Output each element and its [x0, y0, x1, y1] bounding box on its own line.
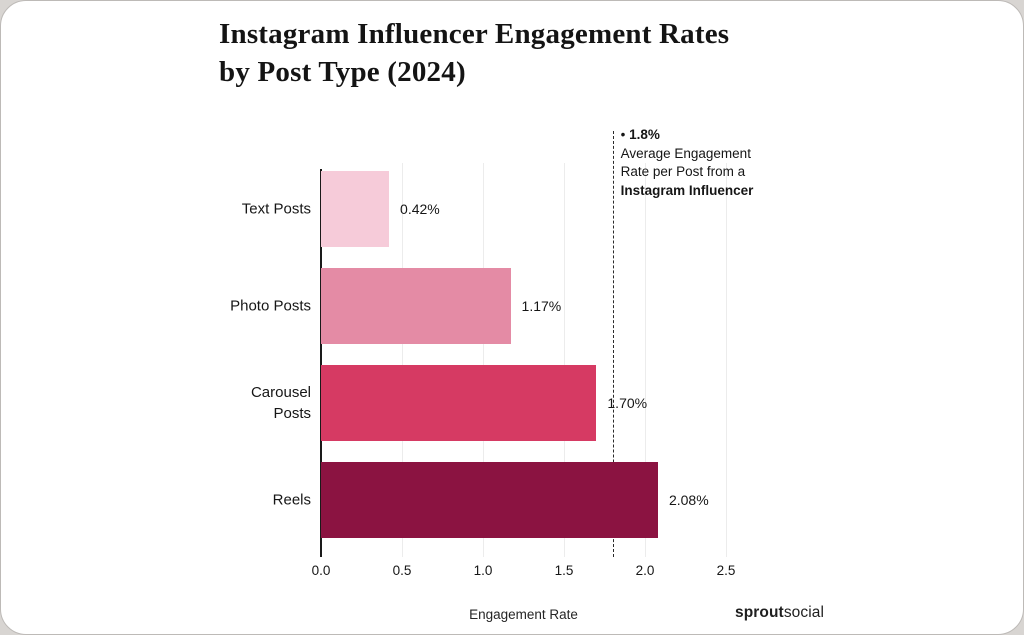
x-tick-label: 1.0	[473, 563, 493, 578]
plot-area: • 1.8% Average Engagement Rate per Post …	[230, 127, 753, 557]
category-label: Carousel Posts	[250, 384, 311, 422]
annotation-value: 1.8%	[629, 127, 660, 142]
gridline	[483, 163, 484, 557]
gridline	[564, 163, 565, 557]
bar-reels	[321, 462, 658, 538]
x-tick-label: 2.5	[716, 563, 736, 578]
gridline	[726, 163, 727, 557]
value-label: 1.17%	[521, 298, 562, 314]
value-label: 2.08%	[668, 492, 709, 508]
category-label: Reels	[272, 491, 311, 509]
brand-logo-sprout: sprout	[735, 604, 784, 621]
x-axis-ticks: 0.0 0.5 1.0 1.5 2.0 2.5	[312, 563, 736, 583]
dot-marker-icon: •	[620, 127, 626, 142]
x-tick-label: 0.0	[311, 563, 331, 578]
x-axis-title: Engagement Rate	[469, 607, 578, 622]
value-label: 1.70%	[607, 395, 648, 411]
chart-title-line-2: by Post Type (2024)	[219, 56, 466, 88]
average-line	[612, 131, 614, 557]
x-tick-label: 1.5	[554, 563, 574, 578]
x-tick-label: 0.5	[392, 563, 412, 578]
chart-title-line-1: Instagram Influencer Engagement Rates	[219, 18, 730, 50]
x-tick-label: 2.0	[635, 563, 655, 578]
average-annotation: • 1.8% Average Engagement Rate per Post …	[621, 126, 754, 200]
chart-title: Instagram Influencer Engagement Rates by…	[219, 15, 729, 91]
annotation-text-line-3: Instagram Influencer	[620, 182, 754, 198]
annotation-text-line-2: Rate per Post from a	[620, 164, 746, 179]
annotation-text-line-1: Average Engagement	[620, 145, 751, 161]
bar-text-posts	[321, 171, 390, 247]
gridline	[645, 163, 646, 557]
bar-carousel-posts	[321, 365, 597, 441]
bar-photo-posts	[321, 268, 511, 344]
annotation-value-line: • 1.8%	[621, 126, 754, 145]
category-label: Photo Posts	[230, 297, 311, 315]
category-label: Text Posts	[241, 200, 311, 218]
value-label: 0.42%	[400, 201, 440, 217]
y-axis-line	[320, 169, 322, 557]
brand-logo: sproutsocial	[735, 604, 824, 622]
gridline	[402, 163, 403, 557]
brand-logo-social: social	[783, 604, 825, 621]
